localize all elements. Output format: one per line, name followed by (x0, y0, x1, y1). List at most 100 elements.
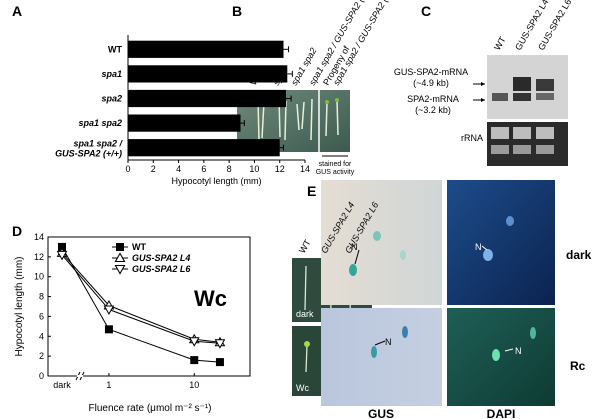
arrowheads (481, 82, 485, 102)
column-label: DAPI (487, 407, 516, 419)
condition-label: dark (296, 309, 314, 319)
x-axis-label: Fluence rate (μmol m⁻² s⁻¹) (88, 403, 211, 414)
nucleus-label: N (385, 337, 392, 347)
marker (114, 252, 126, 262)
panel-label: E (307, 183, 316, 199)
panel-label: C (421, 3, 431, 19)
band-label: (~4.9 kb) (413, 78, 449, 88)
band (536, 127, 554, 139)
x-tick-label: dark (53, 380, 71, 390)
band (491, 127, 509, 139)
series-line (108, 309, 220, 344)
x-tick-label: 6 (201, 164, 206, 174)
legend-label: GUS-SPA2 L6 (132, 264, 191, 274)
bar (128, 40, 284, 58)
band (513, 145, 531, 154)
nuclei (349, 216, 536, 361)
photo (321, 308, 442, 406)
band (513, 93, 531, 101)
y-tick-label: 10 (34, 272, 44, 282)
bar (128, 139, 280, 157)
y-tick-label: 8 (39, 292, 44, 302)
panel-label: B (232, 3, 242, 19)
photo (321, 180, 442, 305)
series-line (61, 254, 110, 310)
marker (56, 250, 68, 261)
pointers (354, 249, 386, 346)
nucleus-label: N (515, 346, 522, 356)
x-tick-label: 14 (300, 164, 310, 174)
band (536, 79, 554, 91)
y-tick-label: 12 (34, 252, 44, 262)
x-tick-label: 8 (227, 164, 232, 174)
category-label: spa1 spa2 (78, 118, 122, 128)
bar (128, 65, 288, 83)
panel-c: C GUS-SPA2-mRNA (~4.9 kb) SPA2-mRNA (~3.… (394, 3, 568, 166)
x-tick-label: 2 (151, 164, 156, 174)
legend-label: WT (132, 242, 146, 252)
marker (188, 337, 200, 347)
y-tick-label: 0 (39, 371, 44, 381)
x-tick-label: 0 (125, 164, 130, 174)
y-tick-label: 2 (39, 351, 44, 361)
bar (128, 89, 287, 108)
note: GUS activity (316, 169, 355, 176)
axis-break-gap (77, 375, 83, 377)
stain (335, 98, 339, 102)
x-tick-label: 10 (189, 380, 199, 390)
marker (190, 356, 199, 365)
panel-label: A (12, 3, 22, 19)
frame (47, 236, 251, 377)
marker (116, 243, 124, 251)
y-tick-label: 6 (39, 311, 44, 321)
band-label: (~3.2 kb) (415, 105, 451, 115)
panel-e: E N N N N dark Rc GUS DAPI (307, 180, 592, 419)
band-label: rRNA (461, 133, 483, 143)
marker (114, 265, 126, 275)
marker (215, 358, 224, 367)
marker (104, 325, 113, 334)
series-line (108, 305, 221, 343)
row-label: dark (566, 248, 592, 262)
row-label: Rc (570, 359, 586, 373)
category-label: spa2 (101, 94, 122, 104)
band (536, 145, 554, 154)
category-label: spa1 spa2 /GUS-SPA2 (+/+) (55, 139, 123, 159)
band (491, 145, 509, 154)
stain (325, 100, 329, 104)
lane-label: spa1 spa2 / GUS-SPA2 (+/-) (331, 0, 396, 87)
band-label: GUS-SPA2-mRNA (394, 67, 468, 77)
condition-label: Wc (296, 383, 309, 393)
x-tick-label: 12 (275, 164, 285, 174)
band (513, 127, 531, 139)
series-line (61, 252, 110, 306)
marker (214, 339, 226, 349)
annotation: Wc (194, 286, 227, 311)
note: stained for (319, 161, 352, 168)
bar (128, 114, 241, 132)
lane-label: WT (297, 237, 313, 255)
arrows (473, 83, 485, 101)
x-tick-label: 1 (106, 380, 111, 390)
panel-label: D (12, 223, 22, 239)
nucleus-label: N (475, 242, 482, 252)
x-axis-label: Hypocotyl length (mm) (171, 176, 261, 186)
lane-label: WT (492, 34, 508, 52)
category-label: WT (108, 44, 122, 54)
x-tick-label: 4 (176, 164, 181, 174)
series-line (61, 246, 110, 330)
photo (447, 180, 555, 305)
y-tick-label: 4 (39, 331, 44, 341)
photo (447, 308, 555, 406)
series-line (108, 328, 220, 363)
category-label: spa1 (101, 69, 122, 79)
band-label: SPA2-mRNA (407, 94, 459, 104)
column-label: GUS (368, 407, 394, 419)
band (492, 93, 508, 101)
x-tick-label: 10 (249, 164, 259, 174)
band (513, 77, 531, 91)
band (536, 93, 554, 100)
y-axis-label: Hypocotyl length (mm) (14, 256, 25, 356)
pointers (481, 245, 514, 352)
